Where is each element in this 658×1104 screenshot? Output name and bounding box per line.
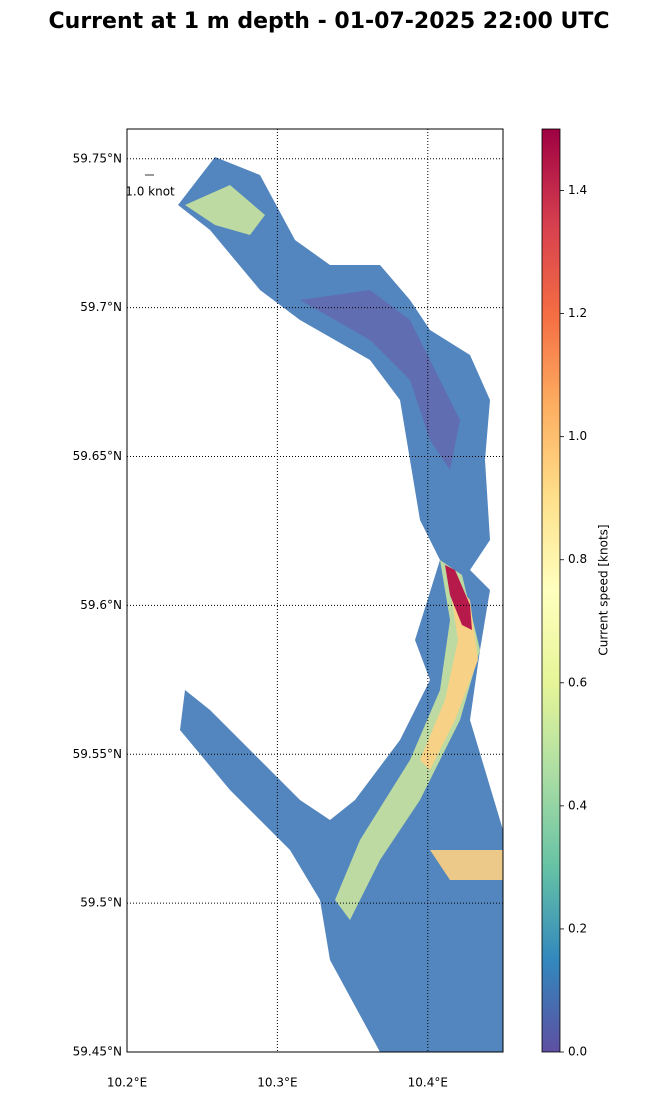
y-tick-label: 59.5°N	[80, 896, 122, 910]
y-tick-label: 59.65°N	[73, 449, 122, 463]
x-tick-label: 10.4°E	[408, 1076, 448, 1090]
colorbar-tick-label: 1.4	[568, 183, 587, 197]
colorbar	[541, 128, 561, 1053]
colorbar-tick-label: 1.0	[568, 429, 587, 443]
y-tick-label: 59.7°N	[80, 300, 122, 314]
y-tick-label: 59.75°N	[73, 151, 122, 165]
colorbar-tick-label: 1.2	[568, 306, 587, 320]
y-tick-label: 59.6°N	[80, 598, 122, 612]
y-tick-label: 59.55°N	[73, 747, 122, 761]
current-field	[178, 157, 503, 1052]
axes-frame	[126, 128, 504, 1053]
fastest-current	[445, 565, 472, 630]
chart-title: Current at 1 m depth - 01-07-2025 22:00 …	[49, 9, 610, 34]
x-tick-label: 10.2°E	[107, 1076, 147, 1090]
reference-arrow-label: 1.0 knot	[125, 185, 175, 199]
colorbar-tick-label: 0.2	[568, 921, 587, 935]
x-tick-label: 10.3°E	[257, 1076, 297, 1090]
colorbar-tick-label: 0.0	[568, 1045, 587, 1059]
fast-channel	[420, 575, 503, 880]
y-tick-label: 59.45°N	[73, 1045, 122, 1059]
colorbar-tick-label: 0.4	[568, 798, 587, 812]
colorbar-tick-label: 0.6	[568, 675, 587, 689]
colorbar-label: Current speed [knots]	[597, 524, 611, 655]
colorbar-tick-label: 0.8	[568, 552, 587, 566]
